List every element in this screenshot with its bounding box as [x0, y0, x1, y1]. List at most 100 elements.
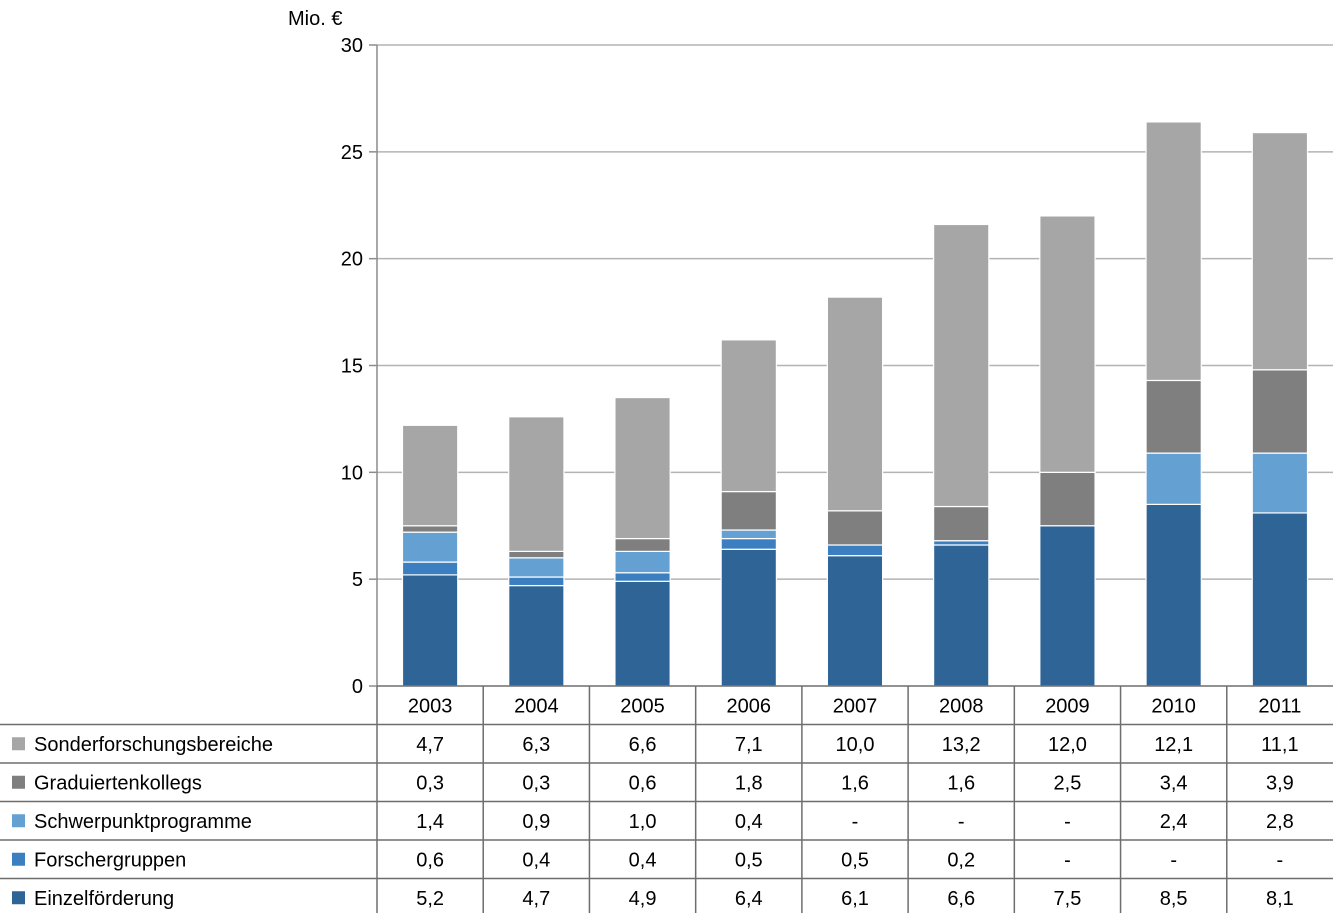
- table-value: 6,6: [947, 888, 975, 910]
- bar-segment: [720, 529, 777, 540]
- legend-series-name: Schwerpunktprogramme: [34, 811, 252, 833]
- y-tick-label: 20: [341, 249, 363, 271]
- table-value: 1,8: [735, 772, 763, 794]
- table-value: 1,4: [416, 811, 444, 833]
- bar-segment: [614, 572, 671, 582]
- bar-segment: [1251, 132, 1309, 371]
- legend-series-name: Graduiertenkollegs: [34, 772, 202, 794]
- table-value: 0,9: [522, 811, 550, 833]
- table-value: 0,5: [735, 849, 763, 871]
- table-value: 8,1: [1266, 888, 1294, 910]
- y-tick-label: 15: [341, 356, 363, 378]
- data-table: 2003 2004 2005 2006 2007 2008 2009 2010 2011 Sond…: [0, 685, 1333, 913]
- x-category-label: 2010: [1151, 695, 1196, 717]
- legend-swatch: [12, 852, 25, 866]
- table-value: 4,7: [522, 888, 550, 910]
- table-value: -: [1064, 811, 1071, 833]
- legend-series-name: Einzelförderung: [34, 888, 174, 910]
- x-category-label: 2005: [620, 695, 665, 717]
- legend-swatch: [12, 814, 25, 828]
- bar-segment: [826, 544, 884, 557]
- bar-segment: [826, 510, 884, 546]
- bar-segment: [614, 396, 671, 540]
- bar-segment: [826, 296, 884, 512]
- bar-segment: [614, 580, 671, 687]
- table-value: 2,4: [1160, 811, 1188, 833]
- x-category-label: 2011: [1258, 695, 1301, 717]
- bar-segment: [1145, 379, 1202, 454]
- table-value: 6,1: [841, 888, 869, 910]
- bar-segment: [508, 550, 565, 559]
- bar-segment: [720, 490, 777, 531]
- table-value: 2,5: [1054, 772, 1082, 794]
- bar-segment: [401, 525, 459, 533]
- legend-series-name: Sonderforschungsbereiche: [34, 734, 273, 756]
- table-value: 8,5: [1160, 888, 1188, 910]
- x-category-label: 2008: [939, 695, 984, 717]
- table-value: 0,3: [522, 772, 550, 794]
- bar-segment: [1251, 369, 1309, 454]
- bars: [401, 121, 1309, 687]
- bar-segment: [933, 540, 990, 546]
- bar-segment: [508, 557, 565, 578]
- bar-segment: [1145, 452, 1202, 505]
- bar-segment: [401, 574, 459, 687]
- legend-swatch: [12, 775, 25, 789]
- y-tick-label: 0: [352, 676, 363, 698]
- table-value: 0,4: [735, 811, 763, 833]
- bar-segment: [614, 550, 671, 574]
- table-value: -: [1170, 849, 1177, 871]
- bar-segment: [1039, 471, 1096, 527]
- table-value: -: [1277, 849, 1284, 871]
- bar-segment: [614, 537, 671, 552]
- y-axis-ticks: 0 5 10 15 20 25 30: [341, 35, 363, 698]
- table-value: 2,8: [1266, 811, 1294, 833]
- table-value: 1,6: [947, 772, 975, 794]
- bar-segment: [720, 537, 777, 550]
- y-tick-label: 10: [341, 462, 363, 484]
- table-value: 0,6: [629, 772, 657, 794]
- table-value: 1,0: [629, 811, 657, 833]
- bar-segment: [933, 544, 990, 687]
- x-category-label: 2009: [1045, 695, 1090, 717]
- legend-swatch: [12, 891, 25, 905]
- x-category-label: 2003: [408, 695, 453, 717]
- bar-segment: [1145, 121, 1202, 382]
- table-value: 0,6: [416, 849, 444, 871]
- bar-segment: [1039, 525, 1096, 687]
- bar-segment: [933, 223, 990, 508]
- bar-segment: [1251, 512, 1309, 687]
- bar-segment: [508, 584, 565, 687]
- bar-segment: [1039, 215, 1096, 473]
- table-value: 7,1: [735, 734, 763, 756]
- bar-segment: [826, 555, 884, 687]
- table-value: 0,4: [629, 849, 657, 871]
- legend-series-name: Forschergruppen: [34, 849, 186, 871]
- table-value: 11,1: [1261, 734, 1298, 756]
- bar-segment: [401, 561, 459, 576]
- table-value: 4,7: [416, 734, 444, 756]
- x-category-label: 2006: [727, 695, 772, 717]
- table-value: 5,2: [416, 888, 444, 910]
- table-value: 0,5: [841, 849, 869, 871]
- table-value: 1,6: [841, 772, 869, 794]
- table-value: 12,1: [1154, 734, 1193, 756]
- legend-swatch: [12, 737, 25, 751]
- table-value: -: [958, 811, 965, 833]
- table-value: 0,3: [416, 772, 444, 794]
- y-tick-label: 25: [341, 142, 363, 164]
- table-value: 10,0: [836, 734, 875, 756]
- table-value: 12,0: [1048, 734, 1087, 756]
- table-value: 6,4: [735, 888, 763, 910]
- table-value: -: [852, 811, 859, 833]
- bar-segment: [720, 548, 777, 687]
- bar-segment: [1251, 452, 1309, 514]
- table-value: 0,4: [522, 849, 550, 871]
- bar-segment: [401, 531, 459, 563]
- bar-segment: [720, 339, 777, 493]
- x-category-label: 2004: [514, 695, 559, 717]
- y-tick-label: 30: [341, 35, 363, 57]
- table-value: 7,5: [1054, 888, 1082, 910]
- y-axis-unit-label: Mio. €: [288, 8, 342, 30]
